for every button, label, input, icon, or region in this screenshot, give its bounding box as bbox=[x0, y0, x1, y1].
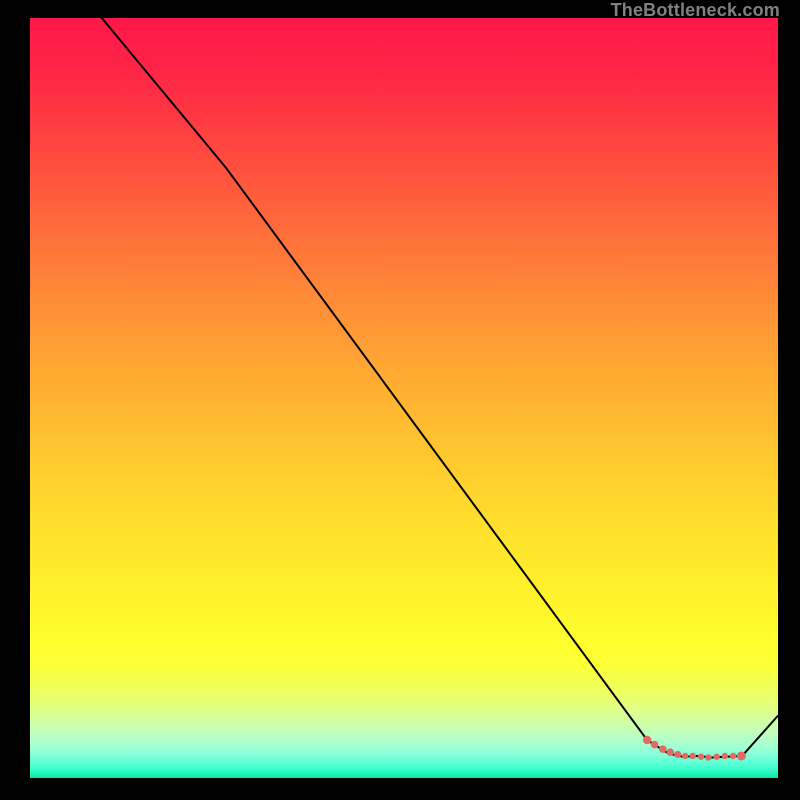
chart-container: TheBottleneck.com bbox=[0, 0, 800, 800]
data-marker bbox=[674, 751, 681, 758]
data-marker bbox=[713, 754, 719, 760]
data-marker bbox=[651, 741, 659, 749]
data-marker bbox=[643, 736, 651, 744]
data-marker bbox=[730, 753, 736, 759]
source-watermark: TheBottleneck.com bbox=[611, 0, 780, 21]
data-marker bbox=[682, 753, 688, 759]
plot-area bbox=[30, 18, 778, 778]
data-marker bbox=[698, 754, 704, 760]
data-marker bbox=[722, 753, 728, 759]
main-line bbox=[94, 18, 778, 757]
data-marker bbox=[690, 753, 696, 759]
data-marker bbox=[659, 745, 667, 753]
data-marker bbox=[666, 748, 674, 756]
data-marker bbox=[705, 754, 711, 760]
data-marker bbox=[737, 751, 746, 760]
curve-overlay bbox=[30, 18, 778, 778]
